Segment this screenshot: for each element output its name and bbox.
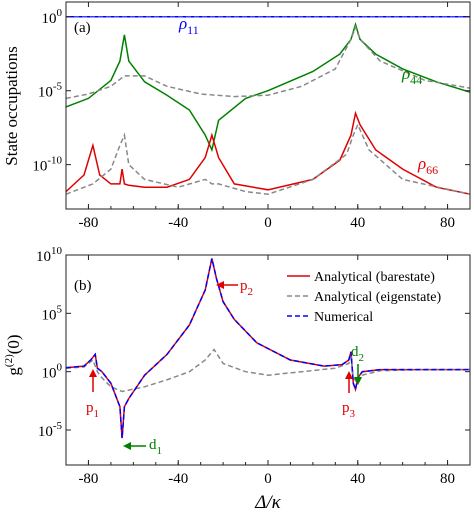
rho44-label: ρ44: [401, 64, 422, 87]
panel-a-series-44: [66, 21, 470, 153]
annotation-d2: d2: [351, 344, 364, 385]
panel-b-ytick-label: 105: [42, 303, 63, 323]
rho66-label: ρ66: [417, 154, 438, 177]
panel-b-xtick-label: -40: [168, 471, 188, 487]
panel-a-series-66: [66, 110, 470, 195]
panel-a-series-analytical-eigenstate-66: [66, 122, 470, 195]
panel-b-series-analytical-eigenstate: [66, 348, 470, 393]
annotation-p2: p2: [216, 278, 253, 298]
panel-a-xtick-label: 0: [264, 215, 272, 231]
panel-a-ytick-label: 10-10: [32, 155, 62, 175]
panel-a-ytick-label: 100: [42, 7, 63, 27]
panel-a-xtick-label: -40: [168, 215, 188, 231]
legend-label-barestate: Analytical (barestate): [314, 270, 435, 285]
panel-b-ytick-label: 100: [42, 362, 63, 382]
legend-label-eigenstate: Analytical (eigenstate): [314, 290, 441, 305]
panel-b-ytick-label: 1010: [36, 245, 63, 265]
panel-b-xtick-label: 40: [350, 471, 365, 487]
annotation-p3: p3: [342, 371, 356, 420]
svg-text:d1: d1: [149, 437, 162, 457]
x-axis-label: Δ/κ: [254, 492, 281, 513]
panel-a-ylabel: State occupations: [2, 46, 21, 165]
panel-a-label: (a): [74, 20, 91, 36]
panel-b-xtick-label: 80: [440, 471, 455, 487]
panel-a-xtick-label: 80: [440, 215, 455, 231]
panel-a-xtick-label: 40: [350, 215, 365, 231]
panel-b: -80 -40 0 40 80 1010 105 100 10-5 (b) g(2)(0) Δ/…: [3, 245, 471, 513]
svg-text:p2: p2: [240, 278, 253, 298]
panel-b-label: (b): [74, 278, 92, 294]
legend: Analytical (barestate) Analytical (eigen…: [287, 270, 441, 325]
panel-a-ytick-label: 10-5: [38, 81, 63, 101]
panel-a-xtick-label: -80: [78, 215, 98, 231]
annotations: p1 d1 p2 p3 d2: [86, 278, 364, 457]
svg-text:p1: p1: [86, 400, 99, 420]
panel-b-frame: [65, 254, 471, 466]
svg-text:d2: d2: [351, 344, 364, 364]
panel-b-ytick-label: 10-5: [38, 420, 63, 440]
rho11-label: ρ11: [178, 14, 199, 37]
panel-a-frame: [65, 1, 471, 210]
annotation-d1: d1: [123, 437, 162, 457]
panel-b-ylabel: g(2)(0): [3, 334, 23, 375]
annotation-p1: p1: [86, 369, 99, 420]
panel-a: -80 -40 0 40 80 100 10-5 10-10 (a) State occupa…: [2, 1, 471, 231]
panel-b-xtick-label: 0: [264, 471, 272, 487]
panel-b-xtick-label: -80: [78, 471, 98, 487]
svg-text:p3: p3: [342, 400, 356, 420]
legend-label-numerical: Numerical: [314, 310, 373, 325]
panel-b-series-numerical: [66, 258, 470, 439]
panel-a-series-analytical-eigenstate-44: [66, 24, 470, 100]
